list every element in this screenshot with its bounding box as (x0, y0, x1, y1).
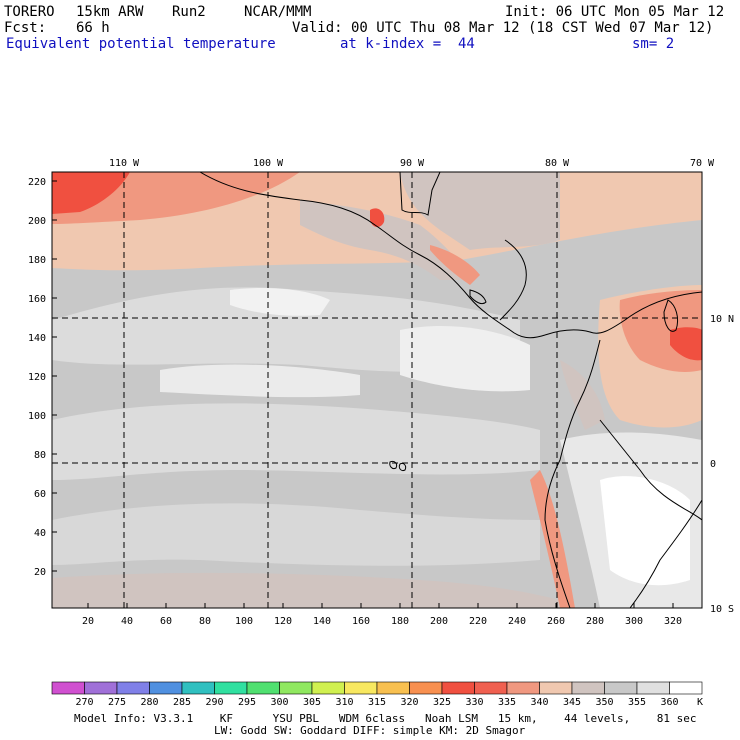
y-tick-label: 120 (28, 372, 46, 383)
colorbar-label: 335 (498, 697, 516, 708)
lat-label: 10 S (710, 604, 734, 615)
y-tick-label: 60 (34, 489, 46, 500)
forecast-hours: 66 h (76, 20, 110, 36)
valid-time: Valid: 00 UTC Thu 08 Mar 12 (18 CST Wed … (292, 20, 714, 36)
colorbar-label: 300 (270, 697, 288, 708)
colorbar-label: 345 (563, 697, 581, 708)
y-tick-label: 40 (34, 528, 46, 539)
lon-label: 110 W (109, 158, 140, 169)
x-tick-label: 200 (430, 616, 448, 627)
y-tick-label: 80 (34, 450, 46, 461)
lat-label: 10 N (710, 314, 734, 325)
y-tick-label: 100 (28, 411, 46, 422)
y-tick-label: 180 (28, 255, 46, 266)
colorbar: 270 275 280 285 290 295 300 305 310 315 320 325 330 3… (51, 681, 703, 708)
colorbar-swatch (409, 681, 443, 695)
x-tick-label: 60 (160, 616, 172, 627)
colorbar-swatch (51, 681, 85, 695)
colorbar-label: 280 (140, 697, 158, 708)
y-tick-label: 160 (28, 294, 46, 305)
coastlines (199, 172, 702, 608)
colorbar-label: 305 (303, 697, 321, 708)
x-tick-label: 260 (547, 616, 565, 627)
y-tick-label: 220 (28, 177, 46, 188)
colorbar-swatch (84, 681, 118, 695)
smoothing-info: sm= 2 (632, 36, 675, 52)
colorbar-label: 275 (108, 697, 126, 708)
colorbar-swatch (604, 681, 638, 695)
graticule (52, 172, 702, 608)
colorbar-label: 290 (205, 697, 223, 708)
x-tick-label: 120 (274, 616, 292, 627)
x-tick-label: 80 (199, 616, 211, 627)
theta-e-field (52, 172, 702, 608)
colorbar-label: 350 (595, 697, 613, 708)
colorbar-label: 310 (335, 697, 353, 708)
x-tick-label: 240 (508, 616, 526, 627)
colorbar-swatch (116, 681, 150, 695)
lon-label: 100 W (253, 158, 284, 169)
colorbar-swatch (149, 681, 183, 695)
colorbar-swatch (571, 681, 605, 695)
x-tick-label: 100 (235, 616, 253, 627)
colorbar-swatch (246, 681, 280, 695)
axis-ticks (52, 180, 674, 608)
colorbar-label: 340 (530, 697, 548, 708)
colorbar-label: 295 (238, 697, 256, 708)
colorbar-swatch (441, 681, 475, 695)
x-tick-label: 180 (391, 616, 409, 627)
colorbar-swatch (539, 681, 573, 695)
init-time: Init: 06 UTC Mon 05 Mar 12 (505, 4, 725, 20)
colorbar-label: 270 (75, 697, 93, 708)
colorbar-swatch (669, 681, 703, 695)
colorbar-label: 325 (433, 697, 451, 708)
x-tick-label: 300 (625, 616, 643, 627)
model-run: Run2 (172, 4, 206, 20)
model-info-line1: Model Info: V3.3.1 KF YSU PBL WDM 6class… (74, 712, 697, 725)
y-tick-label: 200 (28, 216, 46, 227)
colorbar-swatch (344, 681, 378, 695)
x-tick-label: 20 (82, 616, 94, 627)
lon-label: 70 W (690, 158, 715, 169)
colorbar-swatch (376, 681, 410, 695)
level-info: at k-index = 44 (340, 36, 475, 52)
lon-label: 90 W (400, 158, 425, 169)
colorbar-label: 355 (628, 697, 646, 708)
colorbar-label: 285 (173, 697, 191, 708)
x-tick-label: 140 (313, 616, 331, 627)
forecast-label: Fcst: (4, 20, 47, 36)
x-tick-label: 280 (586, 616, 604, 627)
colorbar-label: 315 (368, 697, 386, 708)
colorbar-swatch (474, 681, 508, 695)
colorbar-swatch (311, 681, 345, 695)
model-info-line2: LW: Godd SW: Goddard DIFF: simple KM: 2D… (214, 724, 526, 737)
colorbar-swatch (214, 681, 248, 695)
colorbar-swatch (279, 681, 313, 695)
model-name: TORERO (4, 4, 55, 20)
colorbar-label: 330 (465, 697, 483, 708)
y-tick-label: 140 (28, 333, 46, 344)
model-org: NCAR/MMM (244, 4, 312, 20)
x-tick-label: 320 (664, 616, 682, 627)
lon-label: 80 W (545, 158, 570, 169)
lat-label: 0 (710, 459, 716, 470)
colorbar-unit: K (697, 697, 703, 708)
colorbar-swatch (506, 681, 540, 695)
colorbar-label: 320 (400, 697, 418, 708)
x-tick-label: 40 (121, 616, 133, 627)
x-tick-label: 160 (352, 616, 370, 627)
y-tick-label: 20 (34, 567, 46, 578)
map-frame (51, 171, 703, 609)
colorbar-label: 360 (660, 697, 678, 708)
colorbar-swatch (636, 681, 670, 695)
x-tick-label: 220 (469, 616, 487, 627)
colorbar-swatch (181, 681, 215, 695)
field-name: Equivalent potential temperature (6, 36, 276, 52)
model-resolution: 15km ARW (76, 4, 144, 20)
